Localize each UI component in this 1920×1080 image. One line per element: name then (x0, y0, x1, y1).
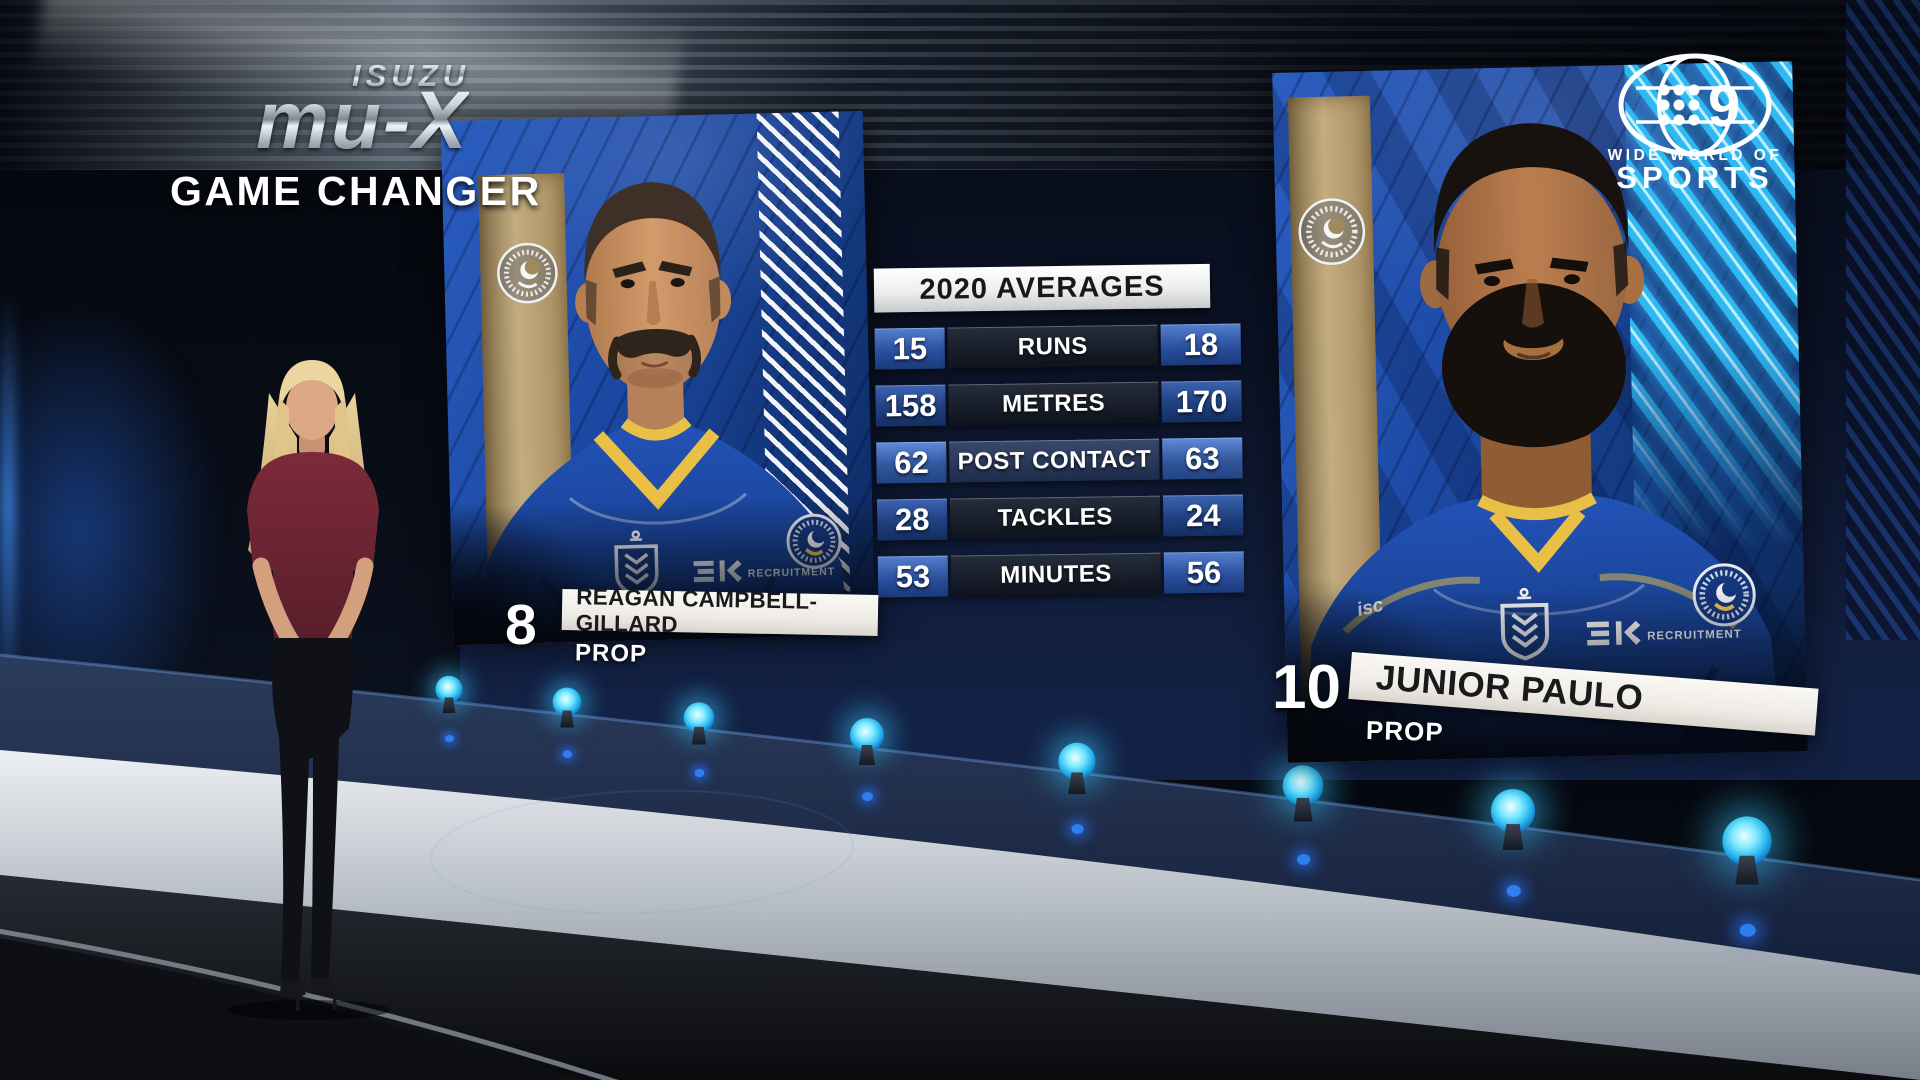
uplight-stand (442, 697, 456, 714)
player-head-left (575, 182, 732, 393)
stat-value-right: 63 (1162, 437, 1243, 480)
uplight-stand (859, 745, 875, 765)
studio-uplight (850, 718, 884, 801)
stat-value-left: 158 (875, 384, 946, 427)
uplight-stand (1502, 824, 1524, 851)
gold-stripe-left (477, 173, 576, 645)
eels-badge-outline (1298, 198, 1366, 265)
player-position-right: PROP (1365, 714, 1445, 748)
wwos-network-logo: 9 WIDE WORLD OF SPORTS (1608, 53, 1783, 195)
studio-uplight (1282, 765, 1324, 865)
player-number-right: 10 (1272, 653, 1341, 722)
stat-value-right: 170 (1161, 380, 1242, 423)
stat-value-left: 15 (874, 327, 946, 370)
stats-row-tackles: 28 TACKLES 24 (876, 494, 1244, 541)
presenter-shadow (226, 1000, 390, 1020)
sponsor-tagline: GAME CHANGER (170, 168, 542, 214)
uplight-stand (560, 710, 574, 728)
sponsor-logo-mux: mu-X (256, 75, 469, 166)
nine-dots (1658, 84, 1700, 126)
stat-label: POST CONTACT (949, 438, 1160, 483)
stats-row-minutes: 53 MINUTES 56 (877, 551, 1245, 598)
sponsor-logo-isuzu: ISUZU (352, 58, 470, 93)
uplight-reflection (862, 792, 873, 801)
studio-uplight (683, 702, 715, 778)
stat-label: METRES (948, 381, 1159, 426)
presenter (226, 360, 390, 1020)
stats-title-banner: 2020 AVERAGES (873, 263, 1211, 313)
presenter-top (247, 452, 379, 644)
stats-panel: 2020 AVERAGES 15 RUNS 18 158 METRES 170 … (873, 263, 1245, 598)
uplight-stand (1293, 797, 1313, 822)
stat-label: TACKLES (949, 495, 1161, 540)
stats-row-runs: 15 RUNS 18 (874, 323, 1242, 370)
wwos-line1: WIDE WORLD OF (1608, 147, 1783, 164)
wwos-line2: SPORTS (1616, 160, 1773, 195)
player-name-left: REAGAN CAMPBELL-GILLARD (575, 583, 818, 637)
uplight-stand (1735, 855, 1759, 885)
stat-value-right: 18 (1160, 323, 1242, 366)
player-head-right (1420, 123, 1645, 452)
stats-title: 2020 AVERAGES (919, 270, 1165, 306)
uplight-stand (1068, 772, 1086, 795)
presenter-pants (272, 638, 354, 980)
studio-uplight (1722, 816, 1772, 937)
right-edge-striped-panel (1846, 0, 1920, 640)
uplight-reflection (1071, 824, 1084, 834)
uplight-reflection (1739, 923, 1756, 937)
stat-value-right: 56 (1163, 551, 1245, 594)
stat-label: MINUTES (950, 552, 1162, 597)
studio-uplight (1058, 742, 1096, 834)
stat-value-left: 62 (876, 441, 947, 484)
nameplate-left: REAGAN CAMPBELL-GILLARD (561, 584, 879, 637)
stats-row-metres: 158 METRES 170 (875, 380, 1242, 427)
uplight-reflection (562, 750, 573, 759)
uplight-reflection (1506, 885, 1521, 897)
stat-value-right: 24 (1162, 494, 1244, 537)
presenter-face (286, 376, 338, 440)
channel-number: 9 (1708, 74, 1740, 139)
studio-uplight (1490, 788, 1536, 897)
player-position-left: PROP (574, 639, 648, 668)
stats-row-post-contact: 62 POST CONTACT 63 (876, 437, 1243, 484)
stat-value-left: 28 (876, 498, 948, 541)
studio-uplight (435, 675, 463, 743)
studio-uplight (552, 687, 582, 759)
uplight-reflection (445, 734, 454, 743)
uplight-stand (691, 726, 707, 745)
screen-edge-light (0, 290, 16, 720)
uplight-reflection (694, 768, 705, 778)
gold-stripe-right (1287, 95, 1385, 763)
uplight-reflection (1297, 854, 1311, 865)
eels-badge-outline (497, 242, 558, 304)
stat-value-left: 53 (877, 555, 949, 598)
stat-label: RUNS (947, 324, 1159, 369)
player-number-left: 8 (505, 593, 537, 657)
